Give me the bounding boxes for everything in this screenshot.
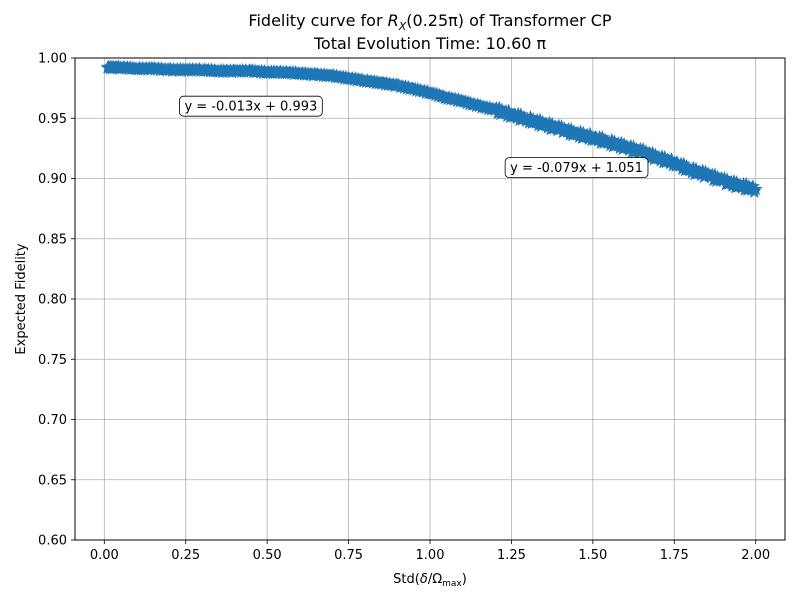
y-tick-label: 0.80 xyxy=(38,293,67,308)
title-math-main: R xyxy=(388,11,399,30)
y-tick-label: 0.85 xyxy=(38,232,67,247)
annotation-box xyxy=(179,95,323,117)
fit-equation-text: y = -0.079x + 1.051 xyxy=(510,161,643,176)
title-suffix: of Transformer CP xyxy=(464,11,612,30)
x-tick-label: 0.25 xyxy=(171,548,200,563)
y-tick-label: 0.75 xyxy=(38,353,67,368)
y-tick-label: 1.00 xyxy=(38,52,67,67)
x-tick-label: 1.50 xyxy=(578,548,607,563)
fit-equation-annotation: y = -0.079x + 1.051 xyxy=(504,157,649,179)
xlabel-suffix: ) xyxy=(462,572,467,587)
x-axis-label: Std(δ/Ωmax) xyxy=(393,572,467,589)
y-tick-label: 0.60 xyxy=(38,534,67,549)
y-tick-label: 0.95 xyxy=(38,112,67,127)
chart-subtitle: Total Evolution Time: 10.60 π xyxy=(313,34,547,53)
scatter-points-layer xyxy=(100,59,763,198)
x-tick-label: 1.75 xyxy=(660,548,689,563)
title-prefix: Fidelity curve for xyxy=(248,11,387,30)
chart-title: Fidelity curve for RX(0.25π) of Transfor… xyxy=(248,11,611,33)
x-tick-label: 2.00 xyxy=(741,548,770,563)
x-tick-label: 0.50 xyxy=(253,548,282,563)
xlabel-sub: max xyxy=(442,579,462,589)
title-math-arg: (0.25π) xyxy=(406,11,464,30)
y-axis-label: Expected Fidelity xyxy=(14,243,29,354)
xlabel-delta: δ xyxy=(420,572,428,587)
x-tick-label: 0.75 xyxy=(334,548,363,563)
ticks-layer: 0.00 0.25 0.50 0.75 1.00 1.25 1.50 1.75 2.00 0.60… xyxy=(38,52,770,564)
xlabel-prefix: Std( xyxy=(393,572,420,587)
y-tick-label: 0.65 xyxy=(38,473,67,488)
fit-equation-text: y = -0.013x + 0.993 xyxy=(184,100,317,115)
x-tick-label: 1.25 xyxy=(497,548,526,563)
y-tick-label: 0.70 xyxy=(38,413,67,428)
fit-equation-annotation: y = -0.013x + 0.993 xyxy=(179,95,323,117)
y-tick-label: 0.90 xyxy=(38,172,67,187)
x-tick-label: 0.00 xyxy=(90,548,119,563)
data-point xyxy=(748,181,763,196)
xlabel-slash: /Ω xyxy=(428,572,442,587)
annotations-layer: y = -0.013x + 0.993 y = -0.079x + 1.051 xyxy=(179,95,649,179)
x-tick-label: 1.00 xyxy=(416,548,445,563)
title-math-sub: X xyxy=(398,20,407,33)
annotation-box xyxy=(504,157,649,179)
